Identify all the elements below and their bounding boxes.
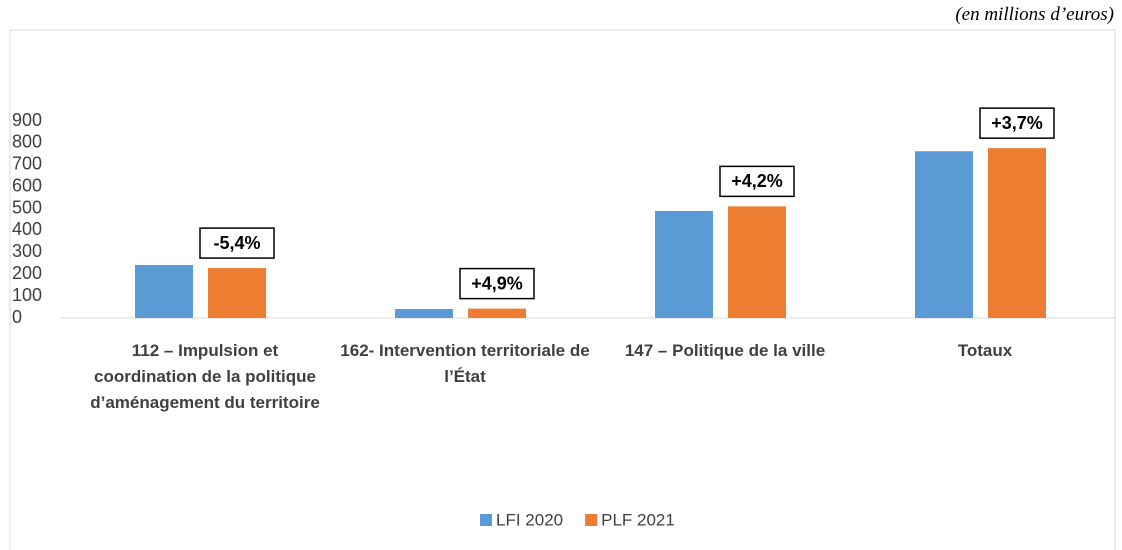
annotation-box: [979, 107, 1055, 139]
annotation: +4,9%: [471, 273, 523, 293]
y-tick-label: 900: [12, 110, 42, 130]
bar: [135, 265, 193, 318]
bar: [728, 206, 786, 318]
y-tick-label: 0: [12, 307, 22, 327]
x-tick-label: 162- Intervention territoriale de l’État: [340, 341, 590, 386]
y-tick-label: 400: [12, 219, 42, 239]
annotation: +3,7%: [991, 113, 1043, 133]
legend-swatch: [480, 514, 492, 526]
bar: [395, 309, 453, 318]
annotation-box: [459, 267, 535, 300]
subtitle: (en millions d’euros): [955, 4, 1114, 25]
annotation: -5,4%: [213, 233, 260, 253]
chart-border: [9, 29, 1116, 550]
bar: [208, 268, 266, 318]
bar: [468, 308, 526, 318]
y-tick-label: 600: [12, 175, 42, 195]
x-tick-label: Totaux: [957, 341, 1013, 360]
y-tick-label: 500: [12, 197, 42, 217]
y-tick-label: 100: [12, 285, 42, 305]
annotation: +4,2%: [731, 171, 783, 191]
annotation-box: [199, 227, 275, 259]
x-tick-label: 112 – Impulsion et coordination de la po…: [90, 341, 320, 412]
y-tick-label: 300: [12, 241, 42, 261]
y-tick-label: 700: [12, 154, 42, 174]
y-tick-label: 200: [12, 263, 42, 283]
bar: [655, 210, 713, 318]
bar: [988, 148, 1046, 318]
legend-swatch: [585, 514, 598, 526]
y-tick-label: 800: [12, 132, 42, 152]
legend-label: PLF 2021: [601, 510, 675, 529]
x-tick-label: 147 – Politique de la ville: [624, 341, 826, 360]
bar: [915, 151, 973, 318]
legend-label: LFI 2020: [496, 510, 563, 529]
annotation-box: [719, 165, 795, 198]
